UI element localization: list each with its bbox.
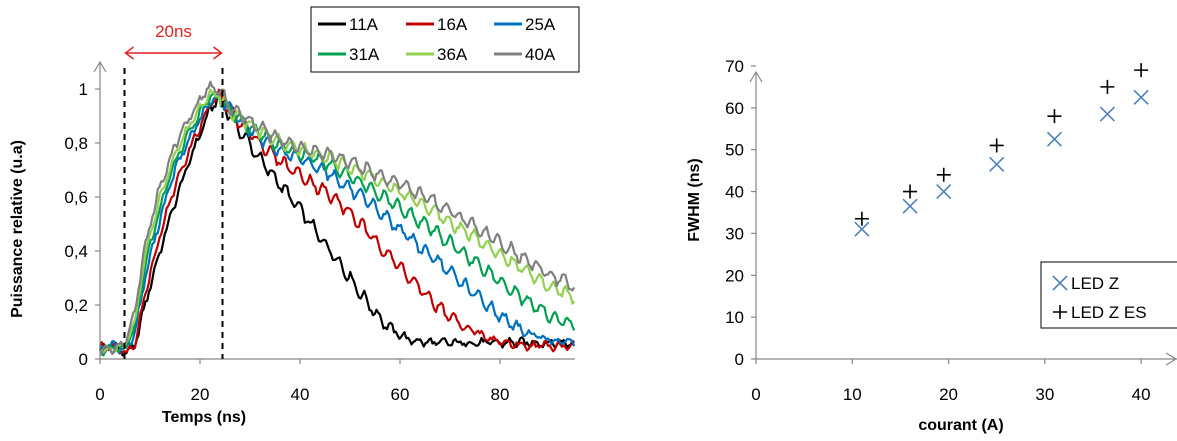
left-x-axis-label: Temps (ns) [162, 409, 246, 426]
right-y-tick-label: 0 [735, 350, 744, 369]
point-led-z-es [989, 138, 1004, 153]
left-chart: 0 0,2 0,4 0,6 0,8 1 0 20 40 60 80 Temps (ns) Puis… [9, 6, 580, 426]
point-led-z [1133, 89, 1149, 105]
series-line-16a [98, 88, 576, 355]
left-y-tick-label: 0,4 [64, 242, 88, 261]
legend-label-11a: 11A [349, 15, 379, 34]
left-y-axis-label: Puissance relative (u.a) [9, 140, 26, 318]
right-series-points [854, 63, 1149, 237]
left-x-tick-label: 80 [491, 385, 510, 404]
right-x-tick-label: 10 [843, 385, 862, 404]
right-y-tick-label: 70 [725, 57, 744, 76]
left-y-tick-label: 1 [79, 80, 88, 99]
annotation-label: 20ns [155, 22, 192, 41]
right-x-axis-label: courant (A) [918, 417, 1003, 434]
point-led-z-es [1100, 79, 1115, 94]
series-line-31a [98, 91, 576, 357]
legend-label-led-z-es: LED Z ES [1071, 303, 1147, 322]
left-x-tick-label: 20 [191, 385, 210, 404]
legend-label-led-z: LED Z [1071, 274, 1119, 293]
left-x-tick-label: 0 [95, 385, 104, 404]
right-x-tick-label: 0 [751, 385, 760, 404]
duration-annotation: 20ns [123, 22, 224, 359]
left-y-tick-label: 0,8 [64, 134, 88, 153]
point-led-z [902, 198, 918, 214]
legend-marker-led-z-es [1053, 305, 1067, 319]
right-y-arrow-icon [749, 70, 763, 83]
left-legend-box [310, 6, 580, 73]
right-y-ticks: 0 10 20 30 40 50 60 70 [725, 57, 756, 369]
point-led-z [1046, 131, 1063, 147]
legend-label-36a: 36A [437, 45, 468, 64]
point-led-z [854, 221, 870, 237]
legend-label-31a: 31A [349, 45, 380, 64]
legend-label-25a: 25A [525, 15, 556, 34]
series-line-40a [99, 80, 576, 355]
left-series-lines [98, 80, 576, 357]
point-led-z [989, 156, 1005, 172]
right-y-axis-label: FWHM (ns) [686, 158, 703, 242]
left-y-arrow-icon [93, 60, 107, 73]
point-led-z-es [903, 184, 918, 199]
series-line-11a [98, 89, 575, 357]
legend-label-16a: 16A [437, 15, 468, 34]
right-y-tick-label: 20 [725, 266, 744, 285]
right-y-tick-label: 40 [725, 183, 744, 202]
right-x-tick-label: 40 [1132, 385, 1151, 404]
right-x-ticks: 0 10 20 30 40 [751, 359, 1151, 404]
point-led-z-es [936, 167, 951, 182]
right-legend-box [1040, 261, 1177, 329]
left-legend: 11A 16A 25A 31A 36A 40A [310, 6, 580, 73]
point-led-z-es [1134, 63, 1149, 78]
point-led-z-es [854, 211, 869, 226]
left-x-tick-label: 60 [391, 385, 410, 404]
point-led-z [936, 183, 952, 200]
series-line-25a [99, 94, 576, 355]
right-chart: 0 10 20 30 40 50 60 70 0 10 20 30 40 courant (A) FW… [686, 57, 1177, 434]
arrow-right-icon [213, 46, 223, 60]
left-y-tick-label: 0,6 [64, 188, 88, 207]
left-y-tick-label: 0,2 [64, 296, 88, 315]
left-y-tick-label: 0 [79, 350, 88, 369]
point-led-z [1099, 106, 1115, 122]
legend-label-40a: 40A [525, 45, 556, 64]
left-x-tick-label: 40 [291, 385, 310, 404]
point-led-z-es [1047, 109, 1062, 124]
right-y-tick-label: 60 [725, 99, 744, 118]
right-x-tick-label: 30 [1035, 385, 1054, 404]
right-x-tick-label: 20 [939, 385, 958, 404]
right-y-tick-label: 30 [725, 224, 744, 243]
right-y-tick-label: 50 [725, 141, 744, 160]
right-x-arrow-icon [1165, 352, 1177, 366]
legend-marker-led-z [1052, 275, 1068, 291]
left-y-ticks: 0 0,2 0,4 0,6 0,8 1 [64, 80, 100, 369]
right-y-tick-label: 10 [725, 308, 744, 327]
right-legend: LED Z LED Z ES [1040, 261, 1177, 329]
series-line-36a [99, 88, 576, 354]
arrow-left-icon [124, 46, 134, 60]
left-x-ticks: 0 20 40 60 80 [95, 359, 509, 404]
